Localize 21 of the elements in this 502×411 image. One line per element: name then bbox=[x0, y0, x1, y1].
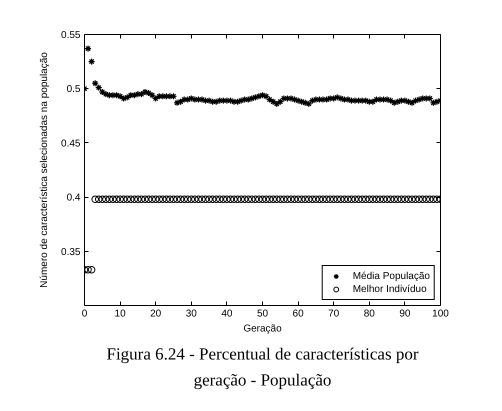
x-tick-label: 30 bbox=[186, 308, 198, 320]
x-tick-label: 10 bbox=[114, 308, 126, 320]
text: Figura 6.24 - Percentual de características por geração - População bbox=[106, 344, 419, 390]
x-tick-label: 0 bbox=[82, 308, 88, 320]
x-tick-label: 40 bbox=[221, 308, 233, 320]
x-tick-label: 80 bbox=[364, 308, 376, 320]
x-tick-label: 20 bbox=[150, 308, 162, 320]
x-axis-title: Geração bbox=[243, 324, 282, 334]
x-tick-label: 60 bbox=[292, 308, 304, 320]
y-tick-label: 0.35 bbox=[61, 246, 81, 258]
x-tick-label: 90 bbox=[399, 308, 411, 320]
legend-label: Melhor Indivíduo bbox=[352, 283, 427, 295]
y-tick-label: 0.45 bbox=[61, 138, 81, 150]
y-axis-title: Número de característica selecionadas na população bbox=[39, 52, 50, 288]
y-tick-label: 0.4 bbox=[66, 192, 81, 204]
x-tick-label: 100 bbox=[432, 308, 450, 320]
legend-label: Média População bbox=[352, 270, 430, 282]
y-tick-label: 0.5 bbox=[66, 84, 81, 96]
x-tick-label: 50 bbox=[256, 308, 268, 320]
y-tick-label: 0.55 bbox=[61, 30, 81, 41]
x-tick-label: 70 bbox=[328, 308, 340, 320]
